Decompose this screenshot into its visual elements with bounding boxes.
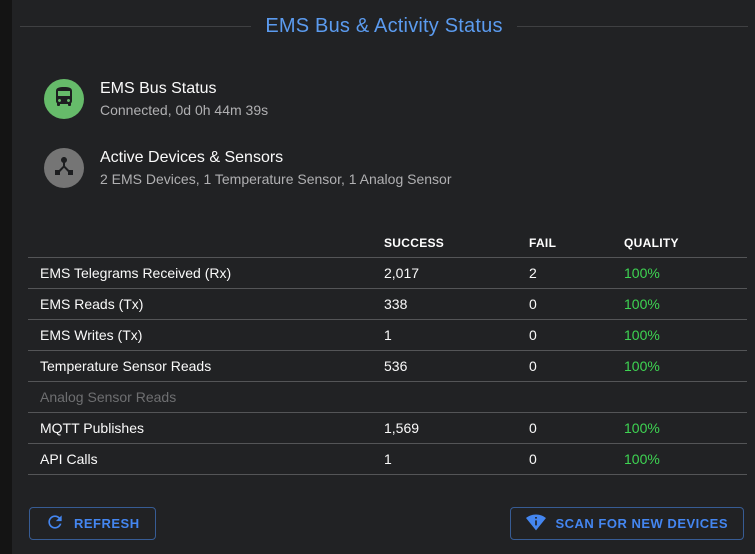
row-label: EMS Reads (Tx) xyxy=(40,296,144,312)
column-header-success: SUCCESS xyxy=(384,235,445,250)
table-row: API Calls 1 0 100% xyxy=(28,444,747,475)
row-label: API Calls xyxy=(40,451,98,467)
status-item-title: Active Devices & Sensors xyxy=(100,149,284,167)
devices-avatar xyxy=(44,148,84,188)
row-success: 1 xyxy=(384,451,392,467)
bus-icon xyxy=(52,85,76,114)
refresh-button[interactable]: REFRESH xyxy=(29,507,156,540)
bus-avatar xyxy=(44,79,84,119)
refresh-button-label: REFRESH xyxy=(74,516,140,531)
column-header-fail: FAIL xyxy=(529,235,557,250)
row-fail: 0 xyxy=(529,327,537,343)
row-label: Analog Sensor Reads xyxy=(40,389,177,405)
row-success: 1,569 xyxy=(384,420,420,436)
status-item-subtitle: 2 EMS Devices, 1 Temperature Sensor, 1 A… xyxy=(100,171,452,188)
table-row: EMS Reads (Tx) 338 0 100% xyxy=(28,289,747,320)
row-quality: 100% xyxy=(624,420,660,436)
table-row: Analog Sensor Reads xyxy=(28,382,747,413)
section-divider: EMS Bus & Activity Status xyxy=(20,15,748,38)
row-label: MQTT Publishes xyxy=(40,420,144,436)
scan-wifi-icon xyxy=(526,512,547,535)
row-label: EMS Telegrams Received (Rx) xyxy=(40,265,232,281)
status-item-subtitle: Connected, 0d 0h 44m 39s xyxy=(100,102,269,119)
row-fail: 0 xyxy=(529,420,537,436)
activity-table-header: SUCCESS FAIL QUALITY xyxy=(28,228,747,258)
table-row: EMS Telegrams Received (Rx) 2,017 2 100% xyxy=(28,258,747,289)
row-quality: 100% xyxy=(624,296,660,312)
status-item-title: EMS Bus Status xyxy=(100,80,217,98)
row-success: 338 xyxy=(384,296,408,312)
row-fail: 2 xyxy=(529,265,537,281)
table-row: MQTT Publishes 1,569 0 100% xyxy=(28,413,747,444)
row-fail: 0 xyxy=(529,451,537,467)
row-fail: 0 xyxy=(529,296,537,312)
activity-table: SUCCESS FAIL QUALITY EMS Telegrams Recei… xyxy=(28,228,747,475)
table-row: EMS Writes (Tx) 1 0 100% xyxy=(28,320,747,351)
row-quality: 100% xyxy=(624,327,660,343)
row-success: 536 xyxy=(384,358,408,374)
row-label: Temperature Sensor Reads xyxy=(40,358,212,374)
divider-line-right xyxy=(516,26,748,27)
row-quality: 100% xyxy=(624,265,660,281)
row-quality: 100% xyxy=(624,451,660,467)
refresh-icon xyxy=(45,512,65,535)
panel-left-edge xyxy=(0,0,12,554)
page-title: EMS Bus & Activity Status xyxy=(265,15,503,37)
active-devices-item: Active Devices & Sensors 2 EMS Devices, … xyxy=(44,148,747,188)
divider-line-left xyxy=(20,26,252,27)
activity-table-body: EMS Telegrams Received (Rx) 2,017 2 100%… xyxy=(28,258,747,475)
row-success: 1 xyxy=(384,327,392,343)
ems-bus-status-item: EMS Bus Status Connected, 0d 0h 44m 39s xyxy=(44,79,747,119)
device-hub-icon xyxy=(52,154,76,183)
table-row: Temperature Sensor Reads 536 0 100% xyxy=(28,351,747,382)
scan-devices-button-label: SCAN FOR NEW DEVICES xyxy=(555,516,728,531)
row-success: 2,017 xyxy=(384,265,420,281)
column-header-quality: QUALITY xyxy=(624,235,679,250)
action-button-bar: REFRESH SCAN FOR NEW DEVICES xyxy=(29,507,744,540)
row-fail: 0 xyxy=(529,358,537,374)
scan-devices-button[interactable]: SCAN FOR NEW DEVICES xyxy=(510,507,744,540)
row-quality: 100% xyxy=(624,358,660,374)
row-label: EMS Writes (Tx) xyxy=(40,327,143,343)
